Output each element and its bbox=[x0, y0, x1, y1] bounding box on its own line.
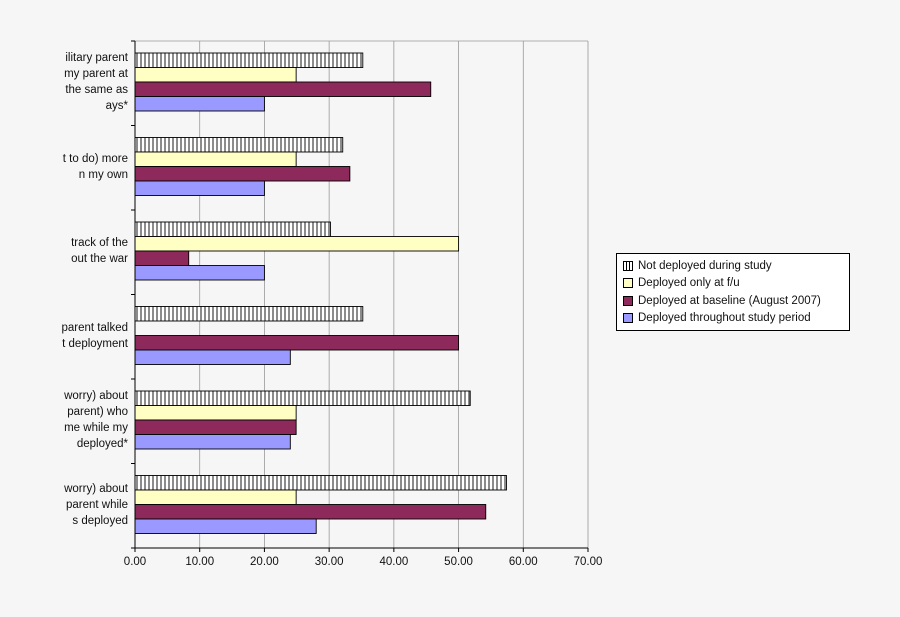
category-label-line: me while my bbox=[64, 422, 128, 434]
x-tick-label: 50.00 bbox=[444, 556, 473, 568]
bar-2-series-1 bbox=[134, 137, 344, 153]
bar-3-series-2 bbox=[134, 236, 460, 252]
legend: Not deployed during study Deployed only a… bbox=[616, 253, 850, 331]
bar-6-series-3 bbox=[134, 504, 487, 520]
gridlines bbox=[134, 40, 589, 548]
legend-label: Deployed at baseline (August 2007) bbox=[638, 294, 821, 307]
category-label-line: s deployed bbox=[72, 514, 128, 527]
category-label-line: worry) about bbox=[64, 390, 128, 402]
bar-4-series-3 bbox=[134, 335, 460, 351]
category-label-line: out the war bbox=[71, 253, 128, 265]
x-tick-label: 70.00 bbox=[574, 556, 603, 568]
bar-5-series-3 bbox=[134, 419, 297, 435]
bar-1-series-4 bbox=[134, 96, 265, 112]
category-label-2: t to do) more n my own bbox=[0, 151, 128, 183]
category-label-line: deployed* bbox=[76, 438, 128, 450]
category-label-line: ilitary parent bbox=[65, 52, 128, 64]
legend-swatch bbox=[623, 295, 633, 306]
legend-swatch bbox=[623, 278, 633, 289]
bar-3-series-1 bbox=[134, 221, 331, 237]
bar-2-series-3 bbox=[134, 166, 351, 182]
bar-3-series-4 bbox=[134, 265, 265, 281]
category-label-line: parent talked bbox=[61, 321, 129, 334]
category-label-line: t to do) more bbox=[62, 152, 128, 165]
category-label-line: worry) about bbox=[64, 482, 128, 495]
category-label-line: my parent at bbox=[64, 68, 128, 80]
legend-label: Deployed only at f/u bbox=[638, 277, 740, 290]
bar-1-series-1 bbox=[134, 52, 364, 68]
x-axis: 0.00 10.00 20.00 30.00 40.00 50.00 60.00 70.00 bbox=[124, 40, 603, 568]
x-tick-label: 60.00 bbox=[509, 556, 538, 568]
legend-label: Not deployed during study bbox=[638, 259, 772, 272]
category-label-4: parent talked t deployment bbox=[0, 320, 129, 352]
x-tick-label: 40.00 bbox=[379, 556, 408, 568]
category-label-line: ays* bbox=[105, 100, 128, 112]
bar-4-series-1 bbox=[134, 306, 364, 322]
legend-swatch bbox=[623, 313, 633, 324]
bar-1-series-2 bbox=[134, 67, 297, 83]
bar-5-series-4 bbox=[134, 434, 291, 450]
category-label-line: track of the bbox=[71, 237, 128, 249]
legend-item-1: Not deployed during study bbox=[623, 257, 843, 275]
legend-label: Deployed throughout study period bbox=[638, 312, 811, 325]
category-label-6: worry) about parent while s deployed bbox=[0, 481, 128, 529]
legend-item-3: Deployed at baseline (August 2007) bbox=[623, 292, 843, 310]
bar-2-series-4 bbox=[134, 180, 265, 196]
x-tick-label: 20.00 bbox=[250, 556, 279, 568]
bar-6-series-1 bbox=[134, 475, 507, 491]
category-label-line: t deployment bbox=[62, 337, 128, 350]
x-tick-label: 30.00 bbox=[315, 556, 344, 568]
bar-5-series-1 bbox=[134, 390, 471, 406]
bar-5-series-2 bbox=[134, 405, 297, 421]
category-label-line: n my own bbox=[78, 168, 128, 181]
bar-3-series-3 bbox=[134, 250, 190, 266]
bar-4-series-4 bbox=[134, 349, 291, 365]
category-label-line: parent while bbox=[65, 498, 128, 511]
bars bbox=[134, 52, 507, 534]
category-label-line: the same as bbox=[65, 84, 128, 96]
bar-1-series-3 bbox=[134, 81, 432, 97]
bar-6-series-2 bbox=[134, 489, 297, 505]
bar-6-series-4 bbox=[134, 518, 317, 534]
category-label-5: worry) about parent) who me while my deploy… bbox=[0, 388, 128, 452]
legend-item-4: Deployed throughout study period bbox=[623, 310, 843, 328]
category-label-1: ilitary parent my parent at the same as ays… bbox=[0, 50, 128, 114]
legend-swatch bbox=[623, 260, 633, 271]
x-tick-label: 10.00 bbox=[185, 556, 214, 568]
category-label-line: parent) who bbox=[67, 406, 128, 418]
category-label-3: track of the out the war bbox=[0, 235, 128, 267]
x-tick-label: 0.00 bbox=[124, 556, 146, 568]
bar-2-series-2 bbox=[134, 151, 297, 167]
legend-item-2: Deployed only at f/u bbox=[623, 275, 843, 293]
